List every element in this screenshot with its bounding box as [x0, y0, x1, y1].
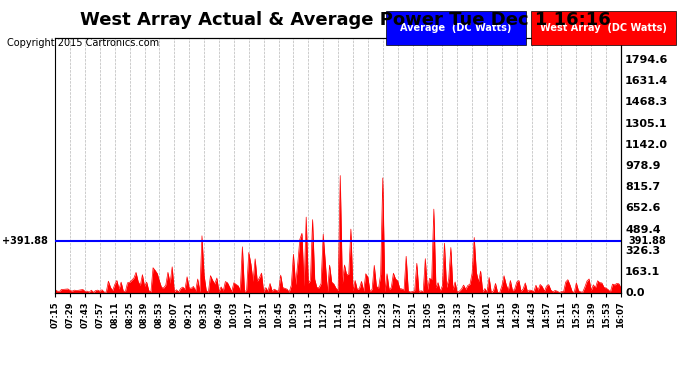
- Text: Copyright 2015 Cartronics.com: Copyright 2015 Cartronics.com: [7, 38, 159, 48]
- Text: West Array Actual & Average Power Tue Dec 1 16:16: West Array Actual & Average Power Tue De…: [79, 11, 611, 29]
- FancyBboxPatch shape: [386, 11, 526, 45]
- Text: Average  (DC Watts): Average (DC Watts): [400, 23, 512, 33]
- Text: West Array  (DC Watts): West Array (DC Watts): [540, 23, 667, 33]
- Text: +391.88: +391.88: [2, 237, 48, 246]
- Text: 391.88: 391.88: [628, 237, 666, 246]
- FancyBboxPatch shape: [531, 11, 676, 45]
